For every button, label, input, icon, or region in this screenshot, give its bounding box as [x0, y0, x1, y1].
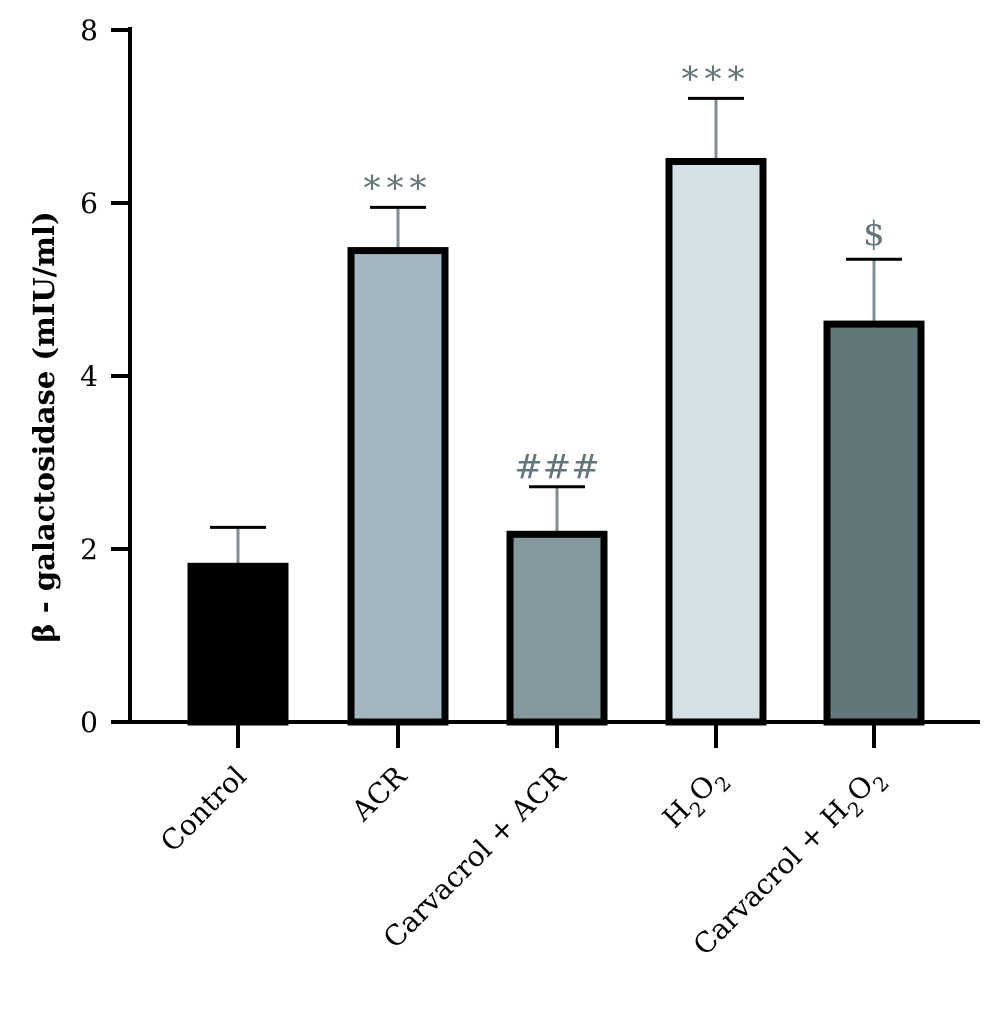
y-tick-label: 0	[80, 706, 98, 739]
significance-label: ***	[364, 168, 433, 208]
x-tick-label: Control	[154, 760, 253, 859]
bar	[823, 320, 925, 726]
y-axis-label: β - galactosidase (mIU/ml)	[27, 211, 61, 642]
y-tick-label: 4	[80, 360, 98, 393]
y-tick-label: 2	[80, 533, 98, 566]
bar	[506, 530, 608, 726]
bar	[347, 247, 449, 726]
significance-label: $	[863, 214, 885, 254]
bar	[187, 562, 289, 726]
significance-label: ###	[514, 448, 599, 488]
y-tick-label: 8	[80, 14, 98, 47]
significance-label: ***	[682, 59, 751, 99]
x-tick-label: H2O2	[656, 760, 736, 840]
x-tick-label: ACR	[345, 759, 414, 828]
y-tick-label: 6	[80, 187, 98, 220]
bar	[665, 157, 767, 726]
